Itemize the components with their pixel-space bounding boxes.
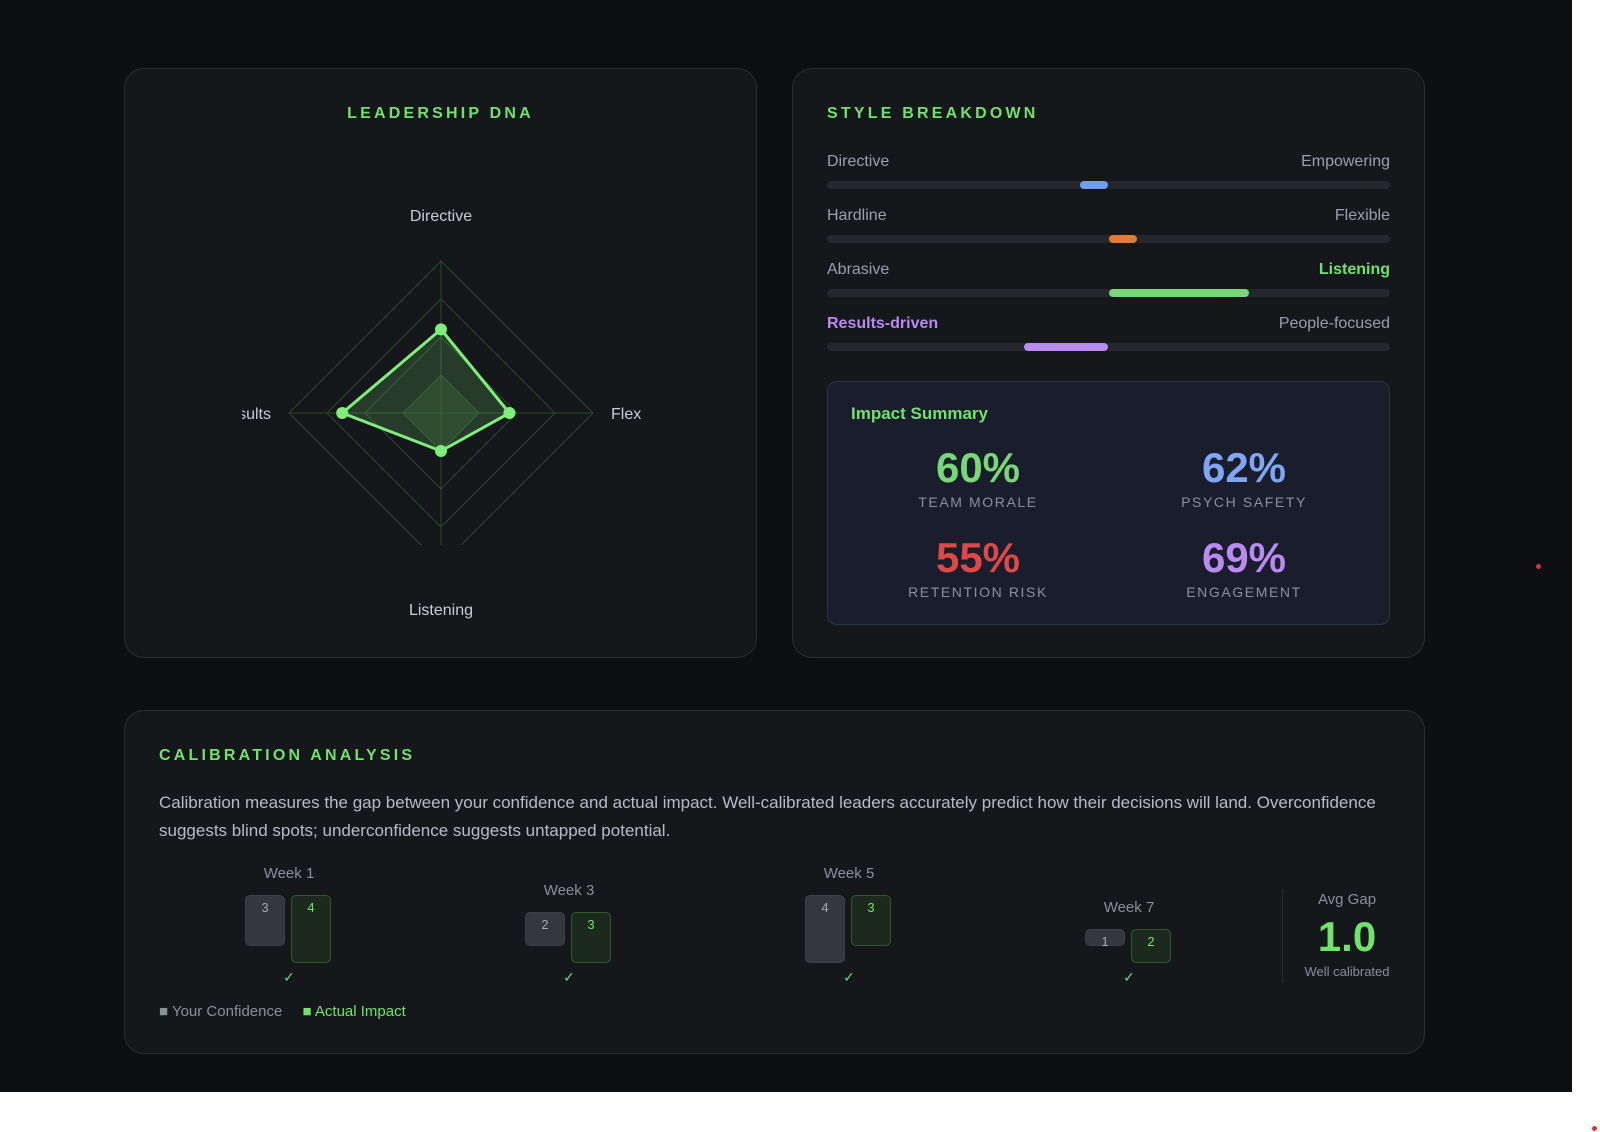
metric-value: 55% <box>935 534 1021 581</box>
legend-actual-impact: ■ Actual Impact <box>302 1003 406 1020</box>
metric-psych-safety: 62% PSYCH SAFETY <box>1124 444 1364 510</box>
slider-track <box>827 181 1390 189</box>
style-slider-directive-empowering: Directive Empowering <box>827 153 1390 193</box>
slider-track <box>827 235 1390 243</box>
impact-summary-panel: Impact Summary 60% TEAM MORALE 62% PSYCH… <box>827 381 1390 625</box>
week-group: Week 3 2 3 ✓ <box>469 863 669 1013</box>
week-group: Week 5 4 3 ✓ <box>749 863 949 1013</box>
slider-left-label: Results-driven <box>827 315 939 332</box>
radar-clip-mask-bottom <box>325 545 565 575</box>
avg-gap-value: 1.0 <box>1317 913 1377 960</box>
week-label: Week 3 <box>543 882 595 899</box>
check-icon: ✓ <box>843 969 855 985</box>
slider-right-label: People-focused <box>1278 315 1390 332</box>
slider-track <box>827 343 1390 351</box>
week-group: Week 1 3 4 ✓ <box>189 863 389 1013</box>
week-label: Week 7 <box>1103 899 1155 916</box>
slider-track <box>827 289 1390 297</box>
radar-point-right <box>503 407 516 419</box>
style-breakdown-card: STYLE BREAKDOWN Directive Empowering Har… <box>792 68 1425 658</box>
leadership-dna-title: LEADERSHIP DNA <box>347 105 534 122</box>
metric-label: PSYCH SAFETY <box>1181 494 1307 510</box>
actual-impact-bar: 4 <box>291 895 331 963</box>
week-label: Week 1 <box>263 865 315 882</box>
metric-label: TEAM MORALE <box>918 494 1038 510</box>
radar-label-right: Flex <box>611 406 641 423</box>
radar-point-bottom <box>435 445 447 457</box>
radar-value-polygon <box>340 327 511 453</box>
calibration-legend: ■ Your Confidence ■ Actual Impact <box>159 1003 422 1020</box>
slider-fill <box>1024 343 1109 351</box>
style-breakdown-title: STYLE BREAKDOWN <box>827 105 1039 122</box>
radar-label-bottom: Listening <box>409 602 473 619</box>
check-icon: ✓ <box>1123 969 1135 985</box>
avg-gap-divider <box>1282 889 1283 983</box>
calibration-description: Calibration measures the gap between you… <box>159 793 1376 840</box>
red-dot-marker <box>1536 564 1541 569</box>
confidence-bar: 3 <box>245 895 285 946</box>
calibration-analysis-card: CALIBRATION ANALYSIS Calibration measure… <box>124 710 1425 1054</box>
style-slider-results-people: Results-driven People-focused <box>827 315 1390 355</box>
radar-clip-mask-left <box>125 389 242 429</box>
leadership-dna-card: LEADERSHIP DNA Directive Flex Listening … <box>124 68 757 658</box>
radar-point-left <box>336 407 349 419</box>
style-slider-hardline-flexible: Hardline Flexible <box>827 207 1390 247</box>
week-group: Week 7 1 2 ✓ <box>1029 863 1229 1013</box>
slider-left-label: Hardline <box>827 207 887 224</box>
legend-confidence: ■ Your Confidence <box>159 1003 283 1020</box>
check-icon: ✓ <box>283 969 295 985</box>
slider-left-label: Directive <box>827 153 890 170</box>
slider-right-label: Flexible <box>1334 207 1390 224</box>
confidence-bar: 4 <box>805 895 845 963</box>
slider-fill <box>1080 181 1109 189</box>
app-background: LEADERSHIP DNA Directive Flex Listening … <box>0 0 1572 1092</box>
slider-right-label: Listening <box>1318 261 1390 278</box>
check-icon: ✓ <box>563 969 575 985</box>
metric-engagement: 69% ENGAGEMENT <box>1124 534 1364 600</box>
slider-fill <box>1108 289 1250 297</box>
confidence-bar: 1 <box>1085 929 1125 949</box>
week-label: Week 5 <box>823 865 875 882</box>
actual-impact-bar: 3 <box>571 912 611 963</box>
red-dot-marker <box>1592 1126 1597 1131</box>
avg-gap-label: Avg Gap <box>1317 891 1377 908</box>
avg-gap-summary: Avg Gap 1.0 Well calibrated <box>1287 891 1407 979</box>
avg-gap-status: Well calibrated <box>1304 964 1390 979</box>
impact-summary-title: Impact Summary <box>851 404 988 423</box>
style-slider-abrasive-listening: Abrasive Listening <box>827 261 1390 301</box>
slider-left-label: Abrasive <box>827 261 890 278</box>
metric-value: 62% <box>1201 444 1287 491</box>
slider-fill <box>1108 235 1137 243</box>
radar-label-top: Directive <box>410 208 472 225</box>
metric-value: 69% <box>1201 534 1287 581</box>
radar-point-top <box>435 323 447 336</box>
calibration-title: CALIBRATION ANALYSIS <box>159 747 416 764</box>
metric-label: ENGAGEMENT <box>1186 584 1302 600</box>
actual-impact-bar: 3 <box>851 895 891 946</box>
metric-retention-risk: 55% RETENTION RISK <box>858 534 1098 600</box>
actual-impact-bar: 2 <box>1131 929 1171 963</box>
slider-right-label: Empowering <box>1301 153 1390 170</box>
confidence-bar: 2 <box>525 912 565 946</box>
metric-value: 60% <box>935 444 1021 491</box>
metric-label: RETENTION RISK <box>908 584 1048 600</box>
metric-team-morale: 60% TEAM MORALE <box>858 444 1098 510</box>
